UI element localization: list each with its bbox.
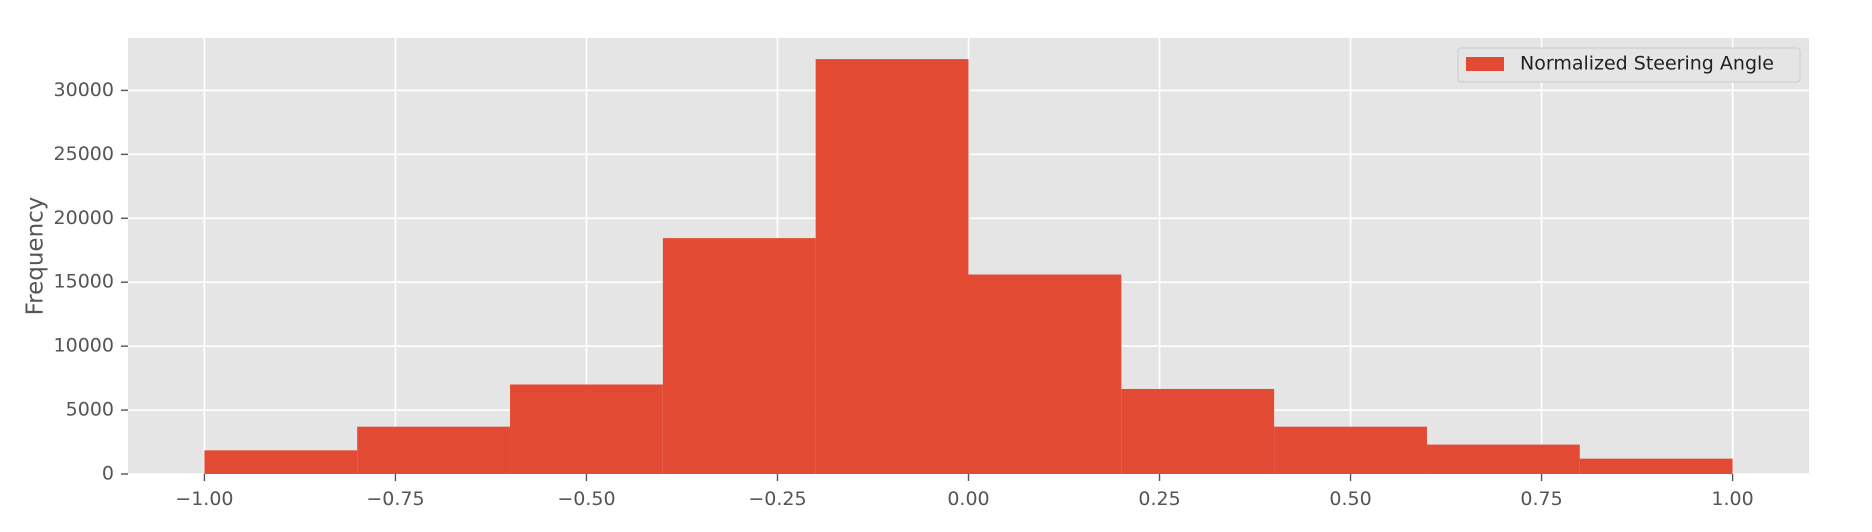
histogram-bar — [357, 426, 511, 474]
x-tick-label: −1.00 — [175, 488, 233, 510]
histogram-bar — [968, 274, 1122, 474]
y-tick-label: 20000 — [54, 207, 114, 229]
histogram-bar — [815, 59, 969, 475]
y-tick-label: 25000 — [54, 143, 114, 165]
y-tick-label: 5000 — [66, 399, 114, 421]
x-axis: −1.00 −0.75 −0.50 −0.25 0.00 0.25 0.50 0.75 1.00 — [175, 474, 1754, 510]
y-tick-label: 0 — [102, 463, 114, 485]
legend-label: Normalized Steering Angle — [1520, 53, 1774, 75]
legend-box — [1457, 47, 1801, 83]
histogram-bar — [1121, 388, 1275, 474]
x-tick-label: 0.25 — [1138, 488, 1180, 510]
x-tick-label: −0.25 — [748, 488, 806, 510]
x-tick-label: −0.50 — [557, 488, 615, 510]
y-tick-label: 15000 — [54, 271, 114, 293]
x-tick-label: 1.00 — [1711, 488, 1753, 510]
histogram-bar — [510, 384, 663, 474]
histogram-bar — [1579, 458, 1733, 474]
x-tick-label: 0.75 — [1520, 488, 1562, 510]
x-tick-label: 0.00 — [947, 488, 989, 510]
legend: Normalized Steering Angle — [1457, 47, 1801, 83]
y-tick-label: 10000 — [54, 335, 114, 357]
histogram-bar — [204, 450, 358, 474]
histogram-bar — [662, 238, 816, 474]
y-axis: 0 5000 10000 15000 20000 25000 30000 — [54, 79, 128, 485]
y-axis-label: Frequency — [23, 197, 49, 316]
histogram-bar — [1274, 426, 1427, 474]
legend-swatch — [1466, 57, 1504, 71]
x-tick-label: −0.75 — [366, 488, 424, 510]
x-tick-label: 0.50 — [1329, 488, 1371, 510]
histogram-bar — [1426, 444, 1580, 474]
bars-layer — [204, 59, 1733, 475]
y-tick-label: 30000 — [54, 79, 114, 101]
